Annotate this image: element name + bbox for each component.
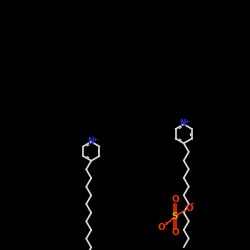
Text: S: S bbox=[172, 212, 178, 221]
Text: O: O bbox=[171, 228, 179, 237]
Text: O: O bbox=[158, 224, 165, 232]
Text: -: - bbox=[191, 200, 194, 209]
Text: -: - bbox=[164, 219, 168, 228]
Text: +: + bbox=[184, 119, 190, 124]
Text: N: N bbox=[87, 137, 94, 146]
Text: +: + bbox=[92, 137, 97, 142]
Text: O: O bbox=[171, 196, 179, 204]
Text: O: O bbox=[185, 204, 193, 212]
Text: N: N bbox=[180, 119, 186, 128]
